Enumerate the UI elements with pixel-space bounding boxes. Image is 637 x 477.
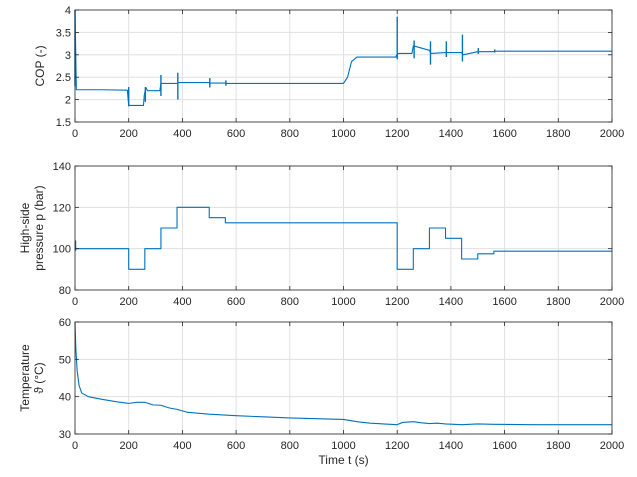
x-tick-label: 0 — [72, 296, 78, 308]
x-tick-label: 1600 — [492, 296, 516, 308]
x-tick-label: 800 — [281, 128, 299, 140]
y-axis-label-temperature: Temperatureϑ (°C) — [18, 344, 46, 412]
x-tick-label: 1200 — [385, 296, 409, 308]
x-tick-label: 1600 — [492, 440, 516, 452]
y-tick-label: 50 — [59, 354, 71, 366]
x-tick-label: 1400 — [439, 296, 463, 308]
x-tick-label: 2000 — [600, 128, 624, 140]
series-line-temperature — [74, 321, 612, 426]
x-tick-label: 1800 — [546, 296, 570, 308]
x-tick-label: 1000 — [331, 128, 355, 140]
y-tick-label: 2.5 — [56, 72, 71, 84]
x-tick-label: 1800 — [546, 128, 570, 140]
x-tick-label: 0 — [72, 440, 78, 452]
y-tick-label: 3 — [65, 50, 71, 62]
y-tick-label: 3.5 — [56, 27, 71, 39]
x-tick-label: 600 — [227, 440, 245, 452]
y-tick-label: 40 — [59, 392, 71, 404]
x-tick-label: 200 — [120, 296, 138, 308]
x-tick-label: 600 — [227, 296, 245, 308]
y-axis-label-cop: COP (-) — [33, 45, 47, 86]
panel-pressure: 0 200 400 600 800 1000 1200 1400 1600 1800 2000 80 1… — [18, 161, 624, 308]
panel-cop: 0 200 400 600 800 1000 1200 1400 1600 1800 2000 1.5… — [33, 5, 624, 140]
y-tick-label: 100 — [53, 244, 71, 256]
y-tick-label: 60 — [59, 317, 71, 329]
x-axis-label: Time t (s) — [318, 453, 368, 467]
y-tick-label: 120 — [53, 202, 71, 214]
x-tick-label: 1000 — [331, 296, 355, 308]
x-tick-label: 400 — [173, 128, 191, 140]
x-tick-label: 1400 — [439, 440, 463, 452]
y-axis-label-pressure: High-sidepressure p (bar) — [18, 185, 46, 270]
x-tick-label: 1400 — [439, 128, 463, 140]
series-line-pressure — [74, 206, 612, 270]
y-tick-label: 30 — [59, 429, 71, 441]
x-tick-label: 2000 — [600, 440, 624, 452]
y-tick-label: 4 — [65, 5, 71, 17]
x-tick-label: 400 — [173, 296, 191, 308]
x-tick-label: 0 — [72, 128, 78, 140]
x-tick-label: 600 — [227, 128, 245, 140]
y-tick-label: 2 — [65, 95, 71, 107]
y-tick-label: 1.5 — [56, 117, 71, 129]
y-tick-label: 140 — [53, 161, 71, 173]
y-tick-label: 80 — [59, 285, 71, 297]
x-tick-label: 1200 — [385, 440, 409, 452]
x-tick-label: 800 — [281, 296, 299, 308]
x-tick-label: 2000 — [600, 296, 624, 308]
x-tick-label: 200 — [120, 440, 138, 452]
x-tick-label: 200 — [120, 128, 138, 140]
panel-temperature: 0 200 400 600 800 1000 1200 1400 1600 1800 2000 30 4… — [18, 317, 624, 467]
x-tick-label: 800 — [281, 440, 299, 452]
x-tick-label: 400 — [173, 440, 191, 452]
x-tick-label: 1600 — [492, 128, 516, 140]
series-line-cop — [74, 9, 612, 106]
x-tick-label: 1800 — [546, 440, 570, 452]
x-tick-label: 1200 — [385, 128, 409, 140]
x-tick-label: 1000 — [331, 440, 355, 452]
